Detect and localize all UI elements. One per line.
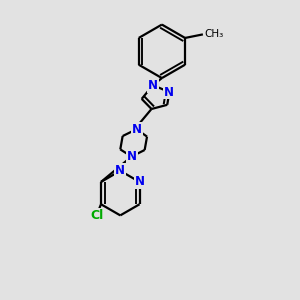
Text: N: N (132, 123, 142, 136)
Text: N: N (148, 79, 158, 92)
Text: CH₃: CH₃ (205, 29, 224, 39)
Text: N: N (135, 176, 145, 188)
Text: N: N (164, 85, 174, 98)
Text: N: N (127, 150, 136, 163)
Text: Cl: Cl (90, 209, 103, 222)
Text: N: N (115, 164, 125, 177)
